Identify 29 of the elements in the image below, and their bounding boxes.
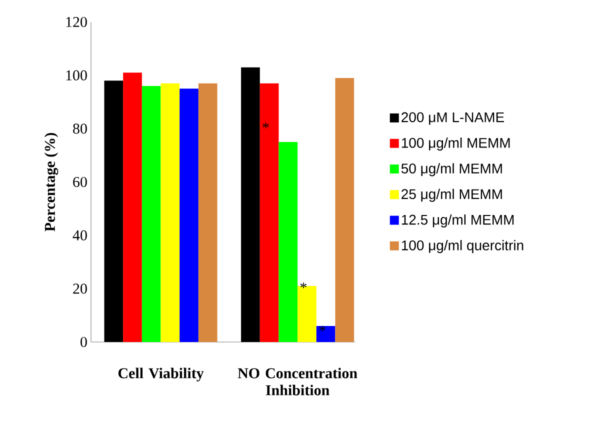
bar: [278, 142, 298, 342]
bar: [198, 83, 218, 342]
legend-label: 100 μg/ml MEMM: [402, 138, 510, 151]
y-tick-label: 120: [66, 16, 87, 28]
bar: [260, 83, 279, 342]
bar: [104, 80, 124, 342]
x-tick-label: NO Concentration Inhibition: [238, 368, 358, 396]
y-tick-label: 20: [73, 284, 87, 294]
y-tick-label: 60: [73, 176, 87, 188]
bar: [316, 326, 336, 342]
y-tick-label: 80: [73, 124, 87, 134]
legend-label: 25 μg/ml MEMM: [402, 188, 502, 202]
legend-label: 12.5 μg/ml MEMM: [402, 214, 514, 228]
legend-label: 200 μM L-NAME: [402, 112, 504, 125]
bar: [160, 83, 180, 342]
bar: [123, 72, 142, 342]
bar: [241, 67, 260, 342]
y-tick-label: 100: [66, 70, 87, 80]
bar: [142, 86, 161, 342]
y-tick-label: 0: [80, 336, 87, 348]
bar: [335, 78, 354, 342]
bar: [180, 88, 198, 342]
legend-label: 50 μg/ml MEMM: [401, 163, 502, 176]
y-tick-label: 40: [72, 230, 87, 240]
y-axis-title: Percentage (%): [44, 133, 58, 232]
annotation: *: [319, 326, 326, 332]
x-tick-label: Cell Viability: [118, 368, 204, 382]
annotation: *: [262, 122, 269, 128]
legend-label: 100 μg/ml quercitrin: [402, 240, 524, 254]
